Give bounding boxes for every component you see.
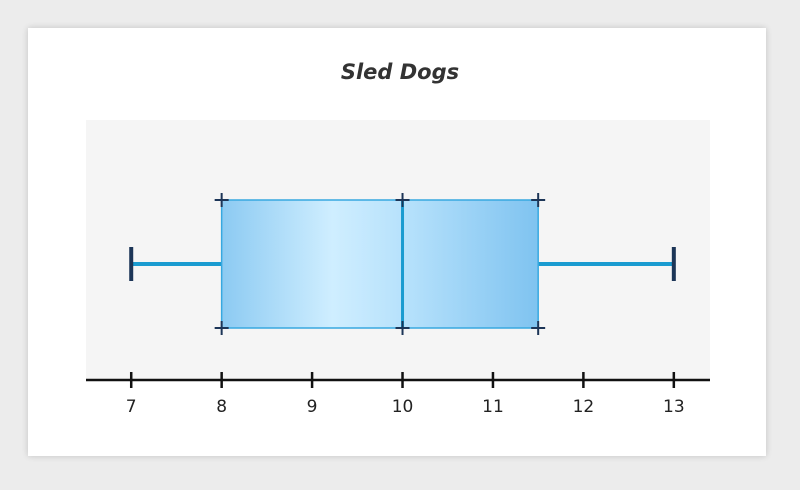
chart-title: Sled Dogs [340,60,460,84]
iqr-box [220,199,539,329]
x-tick-label-7: 7 [126,397,137,417]
q1-bottom-marker [214,321,229,335]
x-tick-label-10: 10 [392,397,414,417]
median-top-marker [395,193,410,207]
q3-top-marker [531,193,546,207]
x-tick-label-12: 12 [573,397,595,417]
x-tick-label-13: 13 [663,397,685,417]
q1-top-marker [214,193,229,207]
x-tick-label-8: 8 [216,397,227,417]
x-tick-label-9: 9 [307,397,318,417]
x-tick-label-11: 11 [482,397,504,417]
median-bottom-marker [395,321,410,335]
q3-bottom-marker [531,321,546,335]
